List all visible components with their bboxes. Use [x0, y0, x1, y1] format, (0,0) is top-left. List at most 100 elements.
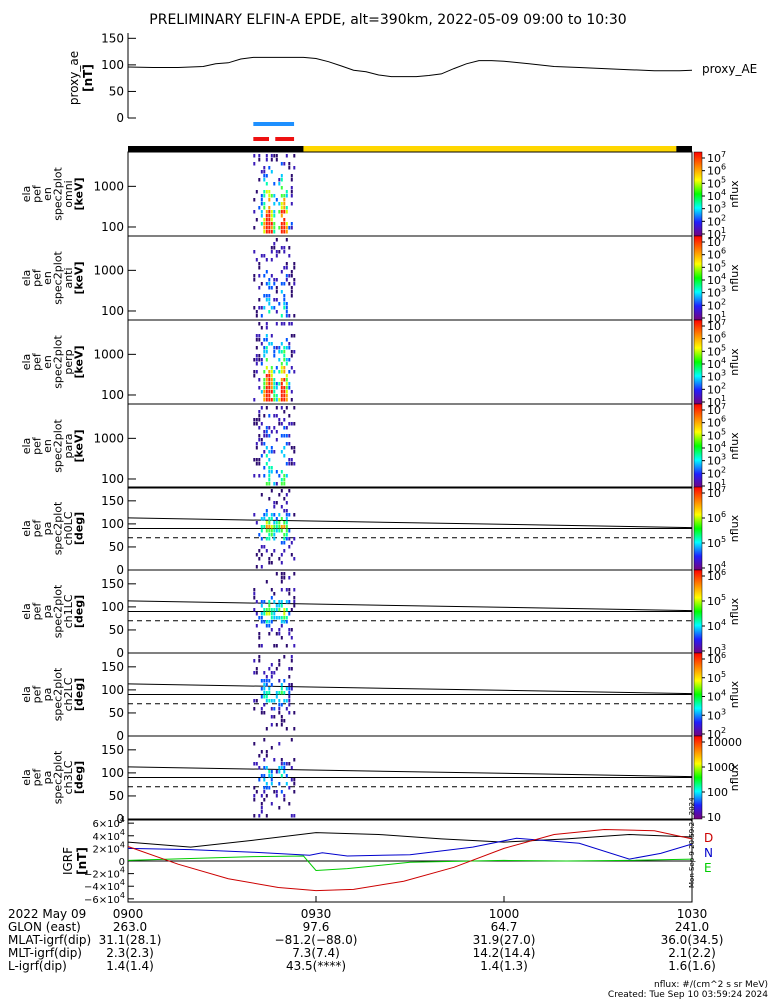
- colorbar: [693, 652, 703, 737]
- colorbar: [693, 486, 703, 571]
- spectrogram-pixel: [253, 422, 256, 426]
- spectrogram-pixel: [293, 406, 296, 410]
- ephemeris-value: 97.6: [303, 920, 330, 934]
- spectrogram-pixel: [293, 446, 296, 450]
- colorbar-tick-label: 106: [707, 331, 726, 346]
- colorbar-tick-label: 107: [707, 318, 726, 333]
- spectrogram-pixel: [268, 286, 271, 290]
- spectrogram-pixel: [263, 346, 266, 350]
- pitch-angle-pixel: [283, 572, 286, 576]
- spectrogram-pixel: [278, 422, 281, 426]
- colorbar-tick-label: 103: [707, 643, 726, 658]
- pitch-angle-pixel: [290, 667, 293, 671]
- spectrogram-pixel: [290, 274, 293, 278]
- panel-ylabel: spec2plot: [52, 501, 65, 555]
- spectrogram-pixel: [260, 282, 263, 286]
- spectrogram-pixel: [268, 342, 271, 346]
- colorbar-tick-label: 10000: [707, 736, 742, 749]
- spectrogram-pixel: [283, 282, 286, 286]
- pitch-angle-pixel: [273, 501, 276, 505]
- spectrogram-pixel: [280, 342, 283, 346]
- pitch-angle-pixel: [253, 786, 256, 790]
- spectrogram-pixel: [288, 166, 291, 170]
- panel-ylabel: pa: [41, 688, 54, 702]
- pitch-angle-pixel: [268, 774, 271, 778]
- panel-ylabel: ela: [20, 270, 33, 287]
- spectrogram-pixel: [263, 274, 266, 278]
- spectrogram-pixel: [290, 462, 293, 466]
- spectrogram-pixel: [258, 262, 261, 266]
- pitch-angle-pixel: [288, 545, 291, 549]
- spectrogram-pixel: [283, 354, 286, 358]
- pitch-angle-tick-label: 0: [116, 646, 124, 660]
- pitch-angle-pixel: [263, 517, 266, 521]
- panel-ylabel: perp: [62, 349, 75, 374]
- spectrogram-pixel: [290, 398, 293, 402]
- pitch-angle-pixel: [270, 489, 273, 493]
- pitch-angle-pixel: [273, 592, 276, 596]
- spectrogram-pixel: [268, 190, 271, 194]
- spectrogram-pixel: [278, 474, 281, 478]
- spectrogram-pixel: [270, 274, 273, 278]
- igrf-tick-label: 4×104: [92, 828, 125, 843]
- spectrogram-pixel: [265, 214, 268, 218]
- pitch-angle-tick-label: 150: [101, 660, 124, 674]
- spectrogram-pixel: [283, 446, 286, 450]
- panel-ylabel: spec2plot: [52, 167, 65, 221]
- spectrogram-pixel: [265, 350, 268, 354]
- pitch-angle-pixel: [278, 628, 281, 632]
- pitch-angle-pixel: [270, 553, 273, 557]
- ephemeris-row-label: MLT-igrf(dip): [8, 946, 82, 960]
- pitch-angle-pixel: [285, 513, 288, 517]
- pitch-angle-pixel: [288, 632, 291, 636]
- pitch-angle-pixel: [283, 766, 286, 770]
- spectrogram-pixel: [290, 458, 293, 462]
- spectrogram-pixel: [280, 478, 283, 482]
- pitch-angle-pixel: [265, 513, 268, 517]
- spectrogram-pixel: [293, 166, 296, 170]
- spectrogram-pixel: [260, 170, 263, 174]
- pitch-angle-pixel: [278, 604, 281, 608]
- pitch-angle-pixel: [293, 782, 296, 786]
- pitch-angle-tick-label: 0: [116, 812, 124, 826]
- pitch-angle-pixel: [263, 758, 266, 762]
- spectrogram-pixel: [283, 350, 286, 354]
- igrf-tick-label: 2×104: [92, 840, 125, 855]
- pitch-angle-pixel: [283, 719, 286, 723]
- spectrogram-pixel: [283, 426, 286, 430]
- pitch-angle-pixel: [253, 513, 256, 517]
- spectrogram-pixel: [268, 214, 271, 218]
- spectrogram-pixel: [290, 222, 293, 226]
- spectrogram-pixel: [270, 170, 273, 174]
- pitch-angle-pixel: [260, 644, 263, 648]
- spectrogram-pixel: [263, 370, 266, 374]
- spectrogram-pixel: [280, 282, 283, 286]
- spectrogram-pixel: [265, 346, 268, 350]
- colorbar-tick-label: 104: [707, 689, 726, 704]
- spectrogram-pixel: [260, 422, 263, 426]
- pitch-angle-pixel: [283, 521, 286, 525]
- ephemeris-row-label: L-igrf(dip): [8, 959, 67, 973]
- spectrogram-pixel: [275, 406, 278, 410]
- spectrogram-pixel: [275, 398, 278, 402]
- panel-ylabel: ela: [20, 186, 33, 203]
- spectrogram-pixel: [263, 354, 266, 358]
- spectrogram-pixel: [288, 162, 291, 166]
- pitch-angle-pixel: [275, 572, 278, 576]
- pitch-angle-pixel: [278, 659, 281, 663]
- pitch-angle-pixel: [253, 588, 256, 592]
- panel-ylabel: pef: [31, 602, 44, 621]
- spectrogram-pixel: [283, 346, 286, 350]
- pitch-angle-pixel: [265, 794, 268, 798]
- pitch-angle-pixel: [263, 766, 266, 770]
- pitch-angle-pixel: [270, 513, 273, 517]
- spectrogram-pixel: [280, 350, 283, 354]
- spectrogram-pixel: [280, 178, 283, 182]
- spectrogram-pixel: [285, 210, 288, 214]
- pitch-angle-pixel: [265, 683, 268, 687]
- igrf-line-d: [127, 832, 693, 848]
- panel-ylabel: en: [41, 187, 54, 201]
- pitch-angle-pixel: [293, 711, 296, 715]
- panel-ylabel: [deg]: [73, 761, 86, 794]
- pitch-angle-pixel: [288, 762, 291, 766]
